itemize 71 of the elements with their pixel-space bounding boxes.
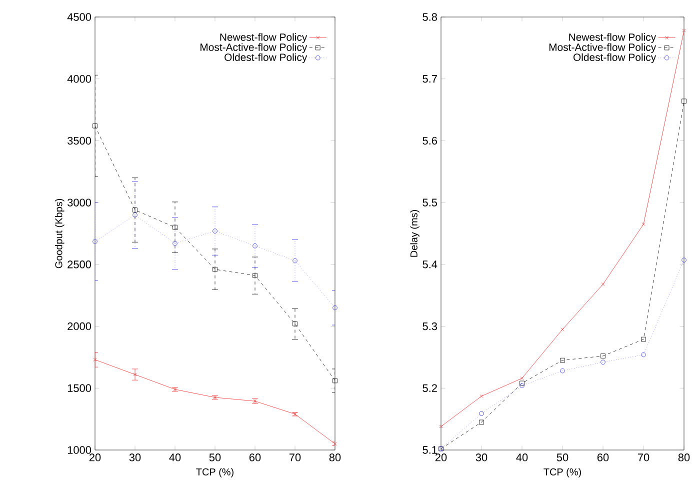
- y-tick-label: 5.5: [422, 198, 438, 206]
- x-tick-label: 70: [289, 454, 301, 462]
- y-tick-label: 5.8: [422, 13, 437, 21]
- point: [560, 368, 565, 374]
- point: [601, 282, 605, 286]
- y-axis-title: Goodput (Kbps): [54, 198, 64, 268]
- x-tick-label: 30: [129, 454, 141, 462]
- x-tick-label: 60: [597, 454, 609, 462]
- y-tick-label: 4500: [67, 13, 92, 21]
- point: [600, 354, 606, 358]
- x-tick-label: 30: [476, 454, 488, 462]
- point: [212, 228, 218, 234]
- point: [480, 394, 484, 398]
- y-tick-label: 3500: [68, 136, 92, 145]
- x-axis-title: TCP (%): [544, 468, 581, 478]
- legend-label: Newest-flow Policy: [220, 33, 308, 43]
- legend-label: Oldest-flow Policy: [573, 53, 656, 64]
- y-tick-label: 3000: [68, 198, 92, 206]
- y-tick-label: 5.4: [422, 260, 438, 268]
- point: [520, 376, 524, 380]
- y-tick-label: 4000: [67, 74, 92, 83]
- point: [132, 212, 138, 218]
- point: [132, 208, 138, 212]
- x-tick-label: 40: [169, 454, 181, 462]
- point: [292, 258, 298, 264]
- point: [252, 243, 258, 248]
- point: [520, 380, 524, 386]
- point: [172, 224, 178, 230]
- point: [292, 321, 298, 326]
- point: [520, 383, 524, 388]
- point: [560, 358, 565, 363]
- x-tick-label: 80: [329, 454, 341, 462]
- x-tick-label: 40: [516, 454, 528, 462]
- x-tick-label: 80: [678, 454, 690, 462]
- x-tick-label: 50: [556, 454, 568, 462]
- point: [332, 305, 338, 310]
- y-tick-label: 1500: [68, 384, 92, 392]
- point: [92, 239, 98, 244]
- point: [479, 420, 484, 425]
- x-tick-label: 60: [249, 454, 261, 462]
- y-tick-label: 5.3: [422, 322, 437, 330]
- x-axis-title: TCP (%): [196, 468, 234, 478]
- y-tick-label: 5.2: [422, 384, 437, 392]
- y-tick-label: 5.7: [422, 75, 437, 83]
- legend-label: Most-Active-flow Policy: [549, 43, 656, 53]
- y-tick-label: 2500: [68, 260, 92, 268]
- point: [600, 360, 606, 365]
- point: [252, 273, 258, 278]
- legend-label: Oldest-flow Policy: [224, 53, 308, 64]
- point: [172, 241, 178, 246]
- point: [560, 328, 564, 332]
- point: [641, 352, 646, 358]
- x-tick-label: 20: [435, 454, 447, 462]
- x-tick-label: 50: [209, 454, 221, 462]
- point: [332, 378, 338, 384]
- point: [212, 266, 218, 272]
- point: [641, 336, 646, 342]
- y-tick-label: 2000: [68, 322, 92, 330]
- x-tick-label: 70: [638, 454, 650, 462]
- x-tick-label: 20: [89, 454, 101, 462]
- point: [642, 222, 646, 226]
- y-tick-label: 5.6: [422, 136, 437, 145]
- y-axis-title: Delay (ms): [410, 210, 420, 257]
- y-tick-label: 5.1: [422, 446, 437, 454]
- point: [682, 258, 686, 262]
- point: [479, 411, 484, 416]
- legend-label: Newest-flow Policy: [569, 33, 656, 43]
- y-tick-label: 1000: [68, 446, 92, 454]
- point: [682, 98, 686, 104]
- legend-label: Most-Active-flow Policy: [200, 43, 308, 53]
- point: [92, 123, 98, 128]
